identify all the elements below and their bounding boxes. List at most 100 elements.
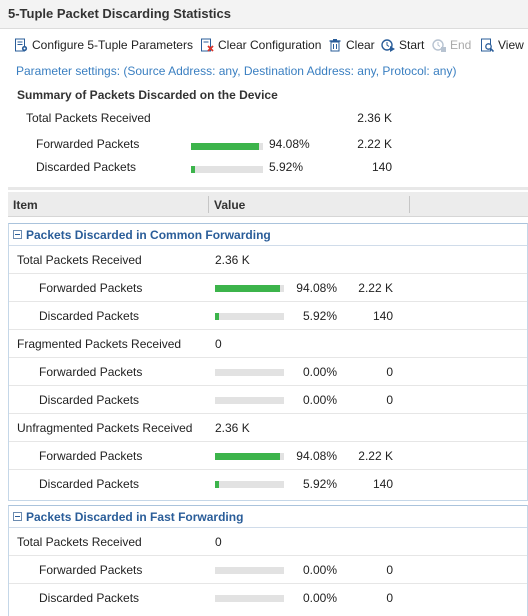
configure-icon: [15, 38, 28, 52]
progress-bar: [215, 369, 284, 376]
progress-bar-fill: [215, 481, 220, 488]
summary-forwarded-percent: 94.08%: [269, 137, 310, 151]
item-count: 0: [386, 365, 393, 379]
item-label: Forwarded Packets: [39, 449, 143, 463]
item-percent: 0.00%: [302, 563, 337, 577]
table-row: Discarded Packets 5.92% 140: [9, 302, 527, 330]
item-label: Discarded Packets: [39, 309, 140, 323]
summary-forwarded-bar: [191, 143, 263, 150]
collapse-icon[interactable]: [13, 230, 22, 239]
item-label: Forwarded Packets: [39, 563, 143, 577]
table-row: Total Packets Received 0: [9, 528, 527, 556]
view-icon: [481, 38, 494, 52]
clear-configuration-button[interactable]: Clear Configuration: [200, 37, 321, 53]
item-label: Unfragmented Packets Received: [17, 421, 193, 435]
table-row: Discarded Packets 5.92% 140: [9, 470, 527, 498]
table-row: Forwarded Packets 0.00% 0: [9, 556, 527, 584]
item-count: 2.22 K: [358, 449, 393, 463]
summary-discarded-bar-fill: [191, 166, 196, 173]
progress-bar-fill: [215, 285, 280, 292]
table-row: Total Packets Received 2.36 K: [9, 246, 527, 274]
summary-total-label: Total Packets Received: [26, 111, 151, 125]
end-label: End: [450, 38, 472, 52]
item-percent: 94.08%: [296, 281, 337, 295]
section-title: Packets Discarded in Fast Forwarding: [26, 510, 244, 524]
table-row: Fragmented Packets Received 0: [9, 330, 527, 358]
configure-button[interactable]: Configure 5-Tuple Parameters: [14, 37, 193, 53]
column-header-value[interactable]: Value: [214, 198, 246, 212]
item-label: Discarded Packets: [39, 477, 140, 491]
item-count: 0: [386, 591, 393, 605]
item-count: 2.22 K: [358, 281, 393, 295]
section-title: Packets Discarded in Common Forwarding: [26, 228, 271, 242]
item-count: 140: [372, 309, 393, 323]
progress-bar-fill: [215, 313, 220, 320]
summary-discarded-row: Discarded Packets 5.92% 140: [0, 156, 528, 178]
summary-discarded-bar: [191, 166, 263, 173]
column-divider[interactable]: [208, 196, 209, 213]
view-button[interactable]: View: [480, 37, 524, 53]
summary-total-row: Total Packets Received 2.36 K: [0, 107, 528, 129]
summary-separator: [8, 187, 528, 190]
summary-forwarded-count: 2.22 K: [357, 137, 392, 151]
table-header: Item Value: [8, 192, 528, 217]
start-button[interactable]: Start: [381, 37, 424, 53]
progress-bar: [215, 397, 284, 404]
item-percent: 5.92%: [302, 477, 337, 491]
table-row: Forwarded Packets 94.08% 2.22 K: [9, 274, 527, 302]
table-row: Discarded Packets 0.00% 0: [9, 584, 527, 612]
item-label: Discarded Packets: [39, 591, 140, 605]
configure-label: Configure 5-Tuple Parameters: [32, 38, 193, 52]
clear-configuration-icon: [201, 38, 214, 52]
table-row: Discarded Packets 0.00% 0: [9, 386, 527, 414]
fast-forwarding-section: Packets Discarded in Fast Forwarding Tot…: [8, 505, 528, 616]
end-icon: [432, 39, 446, 52]
table-row: Forwarded Packets 0.00% 0: [9, 358, 527, 386]
progress-bar: [215, 567, 284, 574]
clear-icon: [329, 39, 341, 52]
item-percent: 5.92%: [302, 309, 337, 323]
start-label: Start: [399, 38, 425, 52]
progress-bar: [215, 595, 284, 602]
summary-forwarded-bar-fill: [191, 143, 259, 150]
summary-title: Summary of Packets Discarded on the Devi…: [17, 88, 278, 102]
item-value: 2.36 K: [215, 253, 250, 267]
item-percent: 0.00%: [302, 365, 337, 379]
progress-bar: [215, 481, 284, 488]
progress-bar: [215, 453, 284, 460]
item-count: 140: [372, 477, 393, 491]
summary-total-value: 2.36 K: [357, 111, 392, 125]
table-row: Unfragmented Packets Received 2.36 K: [9, 414, 527, 442]
progress-bar: [215, 285, 284, 292]
summary-discarded-label: Discarded Packets: [36, 160, 137, 174]
item-label: Forwarded Packets: [39, 281, 143, 295]
column-header-item[interactable]: Item: [13, 198, 38, 212]
summary-forwarded-label: Forwarded Packets: [36, 137, 140, 151]
item-count: 0: [386, 563, 393, 577]
item-percent: 94.08%: [296, 449, 337, 463]
common-forwarding-header: Packets Discarded in Common Forwarding: [9, 224, 527, 246]
item-count: 0: [386, 393, 393, 407]
window-title: 5-Tuple Packet Discarding Statistics: [8, 6, 231, 21]
item-label: Forwarded Packets: [39, 365, 143, 379]
clear-label: Clear: [346, 38, 375, 52]
summary-discarded-percent: 5.92%: [269, 160, 304, 174]
item-label: Discarded Packets: [39, 393, 140, 407]
table-row: Forwarded Packets 94.08% 2.22 K: [9, 442, 527, 470]
clear-button[interactable]: Clear: [328, 37, 375, 53]
item-percent: 0.00%: [302, 591, 337, 605]
item-label: Fragmented Packets Received: [17, 337, 182, 351]
clear-configuration-label: Clear Configuration: [218, 38, 322, 52]
progress-bar: [215, 313, 284, 320]
summary-discarded-count: 140: [371, 160, 392, 174]
toolbar: Configure 5-Tuple Parameters Clear Confi…: [0, 30, 528, 60]
end-button[interactable]: End: [432, 37, 471, 53]
item-label: Total Packets Received: [17, 253, 142, 267]
item-value: 2.36 K: [215, 421, 250, 435]
start-icon: [381, 39, 395, 52]
column-divider[interactable]: [409, 196, 410, 213]
summary-forwarded-row: Forwarded Packets 94.08% 2.22 K: [0, 133, 528, 155]
collapse-icon[interactable]: [13, 512, 22, 521]
view-label: View: [498, 38, 524, 52]
common-forwarding-section: Packets Discarded in Common Forwarding T…: [8, 223, 528, 501]
